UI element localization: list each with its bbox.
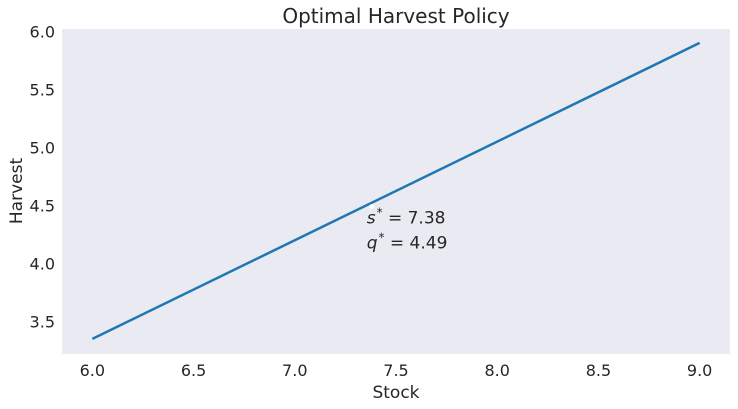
annotation-q-star: q* = 4.49 [367,231,448,254]
y-axis-label: Harvest [7,158,27,225]
y-tick-label: 4.0 [30,254,55,273]
y-tick-label: 5.5 [30,80,55,99]
series-line [91,41,701,341]
y-tick-label: 4.5 [30,196,55,215]
chart-title: Optimal Harvest Policy [282,4,509,28]
x-tick-label: 8.5 [586,361,611,380]
x-tick-label: 6.5 [181,361,206,380]
x-tick-label: 7.5 [383,361,408,380]
x-axis-label: Stock [372,383,419,403]
x-tick-label: 8.0 [484,361,509,380]
optimal-point-marker [369,204,375,210]
y-axis-ticks: 3.5 4.0 4.5 5.0 5.5 6.0 [30,22,55,331]
x-tick-label: 9.0 [687,361,712,380]
y-tick-label: 6.0 [30,22,55,41]
annotation-layer: s* = 7.38q* = 4.49 [367,206,448,254]
x-tick-label: 7.0 [282,361,307,380]
annotation-s-star: s* = 7.38 [367,206,446,229]
x-axis-ticks: 6.0 6.5 7.0 7.5 8.0 8.5 9.0 [80,361,713,380]
x-tick-label: 6.0 [80,361,105,380]
series-layer [91,41,701,341]
y-tick-label: 3.5 [30,313,55,332]
y-tick-label: 5.0 [30,138,55,157]
